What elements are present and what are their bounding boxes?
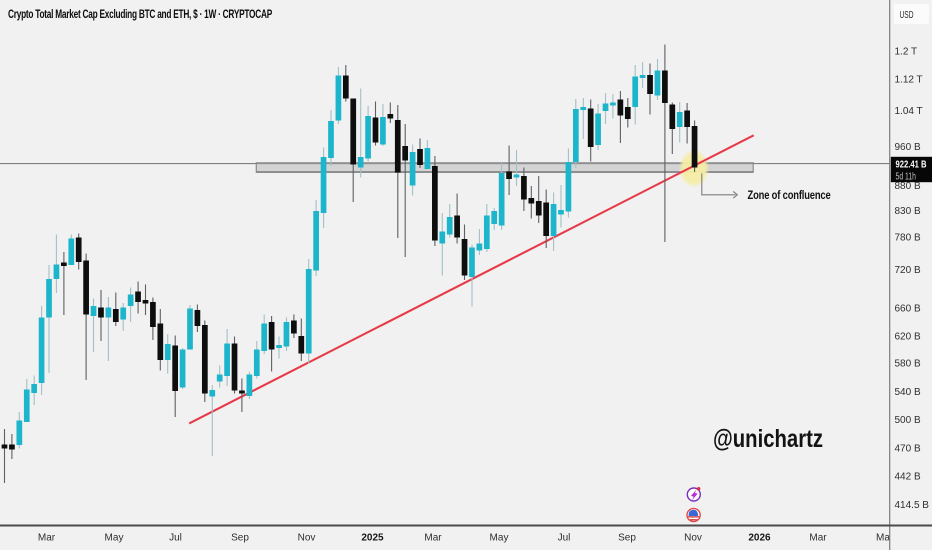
svg-text:Jul: Jul xyxy=(558,533,571,544)
svg-text:830 B: 830 B xyxy=(895,206,921,217)
svg-text:Mar: Mar xyxy=(809,533,827,544)
svg-text:Sep: Sep xyxy=(618,533,636,544)
svg-text:Crypto Total Market Cap Exclud: Crypto Total Market Cap Excluding BTC an… xyxy=(8,9,272,21)
svg-text:2025: 2025 xyxy=(361,533,384,544)
svg-text:Zone of confluence: Zone of confluence xyxy=(748,190,831,202)
svg-text:1.12 T: 1.12 T xyxy=(895,75,923,86)
svg-text:Mar: Mar xyxy=(38,533,56,544)
svg-text:442 B: 442 B xyxy=(895,472,921,483)
svg-text:620 B: 620 B xyxy=(895,332,921,343)
svg-text:USD: USD xyxy=(900,10,914,21)
svg-text:880 B: 880 B xyxy=(895,181,921,192)
svg-text:May: May xyxy=(490,533,509,544)
svg-text:540 B: 540 B xyxy=(895,387,921,398)
svg-text:720 B: 720 B xyxy=(895,265,921,276)
svg-text:580 B: 580 B xyxy=(895,359,921,370)
svg-text:May: May xyxy=(105,533,124,544)
svg-text:Nov: Nov xyxy=(684,533,702,544)
svg-text:1.2 T: 1.2 T xyxy=(895,46,918,57)
svg-text:Jul: Jul xyxy=(169,533,182,544)
svg-text:Nov: Nov xyxy=(298,533,316,544)
svg-text:5d 11h: 5d 11h xyxy=(896,171,917,182)
svg-text:780 B: 780 B xyxy=(895,233,921,244)
svg-text:414.5 B: 414.5 B xyxy=(895,500,930,511)
svg-text:2026: 2026 xyxy=(748,533,771,544)
svg-text:Mar: Mar xyxy=(424,533,442,544)
svg-text:@unichartz: @unichartz xyxy=(713,425,823,453)
svg-text:May: May xyxy=(876,533,895,544)
svg-text:922.41 B: 922.41 B xyxy=(896,158,927,170)
svg-text:470 B: 470 B xyxy=(895,443,921,454)
svg-text:1.04 T: 1.04 T xyxy=(895,106,923,117)
svg-text:660 B: 660 B xyxy=(895,304,921,315)
svg-text:500 B: 500 B xyxy=(895,415,921,426)
svg-text:Sep: Sep xyxy=(231,533,249,544)
svg-text:960 B: 960 B xyxy=(895,142,921,153)
